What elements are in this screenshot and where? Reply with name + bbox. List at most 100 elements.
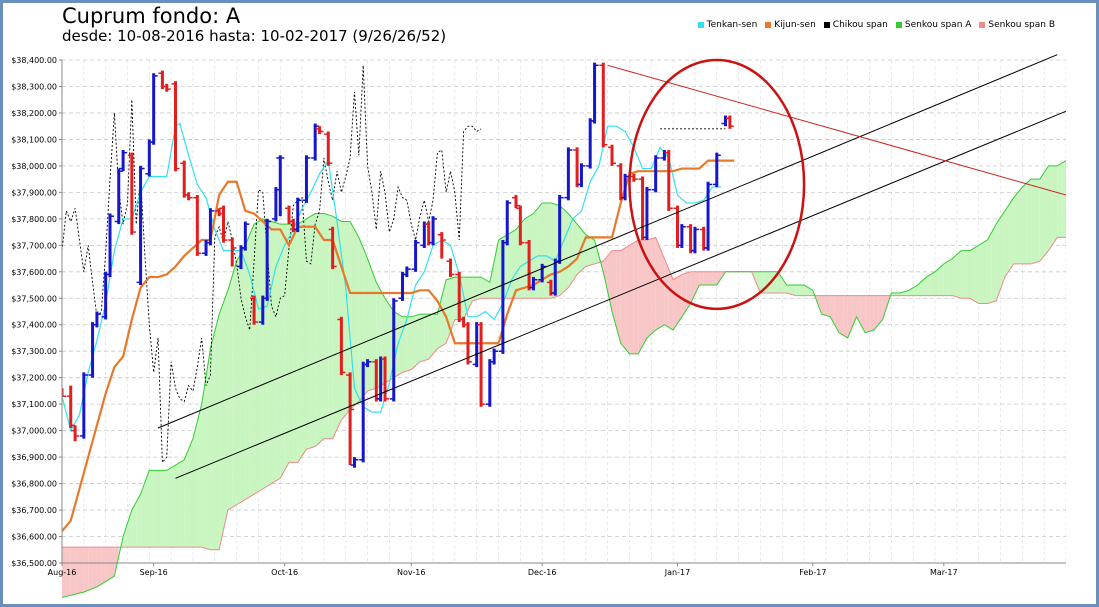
candle — [337, 316, 346, 376]
candle — [538, 263, 547, 283]
cloud-segment — [830, 295, 835, 325]
cloud-segment — [956, 250, 962, 299]
cloud-segment — [891, 292, 896, 296]
cloud-segment — [236, 253, 241, 505]
cloud-segment — [625, 245, 630, 354]
cloud-segment — [991, 224, 997, 303]
trend-line — [175, 110, 1066, 479]
candle — [477, 322, 486, 407]
cloud-segment — [184, 449, 189, 548]
cloud-segment — [197, 404, 202, 548]
candle — [263, 218, 272, 301]
y-tick-label: $37,600.00 — [11, 268, 57, 277]
cloud-segment — [1035, 179, 1040, 263]
cloud-segment — [978, 242, 984, 304]
cloud-segment — [127, 510, 132, 548]
cloud-segment — [799, 285, 805, 296]
candle — [590, 62, 599, 124]
candle — [516, 205, 525, 246]
cloud-segment — [406, 316, 412, 372]
cloud-segment — [79, 547, 84, 594]
candle — [664, 150, 673, 211]
cloud-segment — [315, 213, 320, 447]
candle — [293, 197, 302, 233]
cloud-segment — [616, 250, 621, 344]
x-tick-label: Sep-16 — [140, 568, 168, 577]
candle — [114, 168, 123, 225]
cloud-segment — [716, 271, 722, 286]
candle — [704, 181, 713, 251]
cloud-segment — [249, 224, 255, 497]
cloud-segment — [681, 273, 687, 317]
candle — [420, 221, 429, 248]
cloud-segment — [188, 438, 193, 548]
cloud-segment — [1026, 179, 1032, 264]
cloud-segment — [476, 277, 482, 300]
cloud-segment — [433, 314, 438, 354]
cloud-segment — [62, 547, 67, 598]
legend-label: Chikou span — [832, 20, 888, 30]
candle — [503, 200, 512, 246]
cloud-segment — [878, 295, 883, 325]
cloud-segment — [948, 258, 953, 296]
cloud-segment — [882, 295, 888, 320]
cloud-segment — [136, 494, 141, 548]
cloud-segment — [930, 271, 936, 296]
cloud-segment — [1083, 163, 1087, 237]
cloud-segment — [856, 295, 861, 325]
cloud-segment — [839, 295, 844, 336]
cloud-segment — [179, 459, 185, 548]
cloud-segment — [664, 258, 669, 328]
cloud-segment — [1022, 183, 1027, 264]
cloud-segment — [996, 217, 1001, 301]
candle — [106, 213, 115, 278]
cloud-segment — [572, 218, 578, 282]
candle — [446, 258, 455, 278]
trend-line — [157, 54, 1058, 429]
cloud-segment — [467, 277, 473, 311]
cloud-segment — [590, 237, 595, 266]
candle — [381, 356, 390, 402]
chart-subtitle: desde: 10-08-2016 hasta: 10-02-2017 (9/2… — [62, 27, 447, 45]
cloud-segment — [638, 240, 643, 354]
candle — [171, 81, 180, 172]
cloud-segment — [694, 271, 700, 295]
candle — [101, 271, 110, 320]
plot-area — [62, 54, 1087, 598]
y-tick-label: $37,700.00 — [11, 241, 57, 250]
cloud-segment — [293, 224, 298, 463]
y-tick-label: $38,400.00 — [11, 56, 57, 65]
senkou-span-b-line — [62, 236, 1066, 551]
candle — [485, 359, 494, 407]
cloud-segment — [1052, 165, 1058, 244]
legend-swatch — [979, 22, 986, 28]
candle — [162, 83, 171, 92]
cloud — [62, 160, 1087, 598]
cloud-segment — [895, 292, 901, 296]
cloud-segment — [232, 261, 237, 508]
cloud-segment — [655, 237, 661, 331]
cloud-segment — [280, 224, 285, 479]
candle — [437, 232, 446, 259]
cloud-segment — [603, 255, 608, 292]
x-tick-label: Oct-16 — [271, 568, 298, 577]
cloud-segment — [354, 229, 359, 406]
candle — [529, 277, 538, 291]
legend-swatch — [823, 22, 830, 28]
cloud-segment — [494, 240, 499, 299]
candle — [721, 115, 730, 127]
y-tick-label: $37,000.00 — [11, 427, 57, 436]
cloud-segment — [367, 258, 372, 391]
cloud-segment — [1004, 204, 1010, 278]
cloud-segment — [869, 295, 874, 332]
cloud-segment — [258, 218, 263, 492]
candle — [402, 266, 411, 278]
cloud-segment — [865, 295, 870, 333]
tenkan-sen-line — [62, 122, 722, 433]
candle — [228, 237, 237, 267]
cloud-segment — [402, 316, 407, 373]
candle — [206, 208, 215, 246]
cloud-segment — [974, 245, 979, 304]
cloud-segment — [646, 238, 652, 338]
cloud-segment — [764, 271, 770, 293]
